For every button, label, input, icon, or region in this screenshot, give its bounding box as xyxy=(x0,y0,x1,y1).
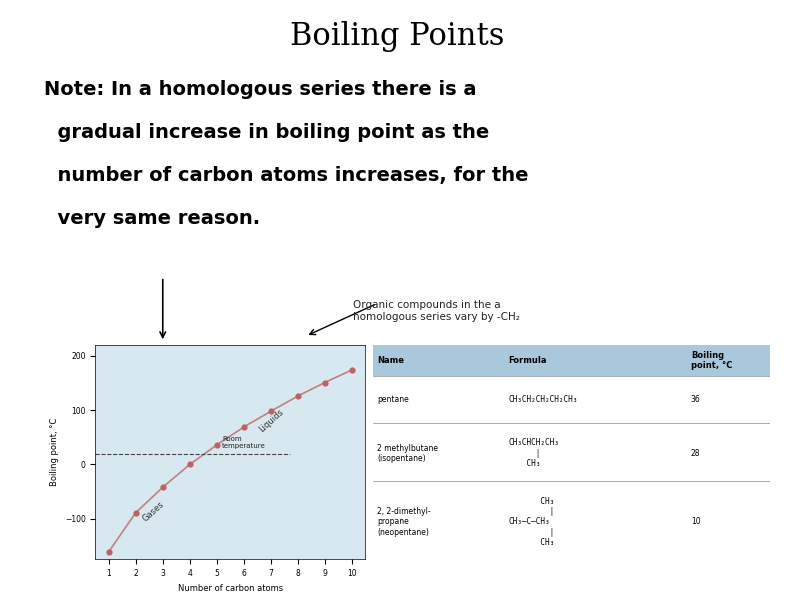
Point xyxy=(183,460,196,469)
Point xyxy=(210,440,223,450)
Point xyxy=(318,378,331,387)
Text: number of carbon atoms increases, for the: number of carbon atoms increases, for th… xyxy=(44,166,528,185)
Text: Room
temperature: Room temperature xyxy=(222,436,266,449)
Text: Organic compounds in the a
homologous series vary by -CH₂: Organic compounds in the a homologous se… xyxy=(353,300,520,322)
Text: pentane: pentane xyxy=(377,395,409,404)
Point xyxy=(291,392,304,401)
Text: Boiling
point, °C: Boiling point, °C xyxy=(691,351,732,370)
Text: Liquids: Liquids xyxy=(257,407,286,434)
Text: CH₃
         |
CH₃—C—CH₃
         |
       CH₃: CH₃ | CH₃—C—CH₃ | CH₃ xyxy=(508,496,554,547)
Text: CH₃CH₂CH₂CH₂CH₃: CH₃CH₂CH₂CH₂CH₃ xyxy=(508,395,577,404)
Text: Name: Name xyxy=(377,356,404,365)
Point xyxy=(102,547,115,556)
Text: 10: 10 xyxy=(691,517,700,527)
Text: very same reason.: very same reason. xyxy=(44,209,260,228)
Text: Gases: Gases xyxy=(141,500,166,524)
X-axis label: Number of carbon atoms: Number of carbon atoms xyxy=(178,584,283,593)
Point xyxy=(129,508,142,518)
Text: 36: 36 xyxy=(691,395,700,404)
Bar xyxy=(373,345,770,376)
Text: Formula: Formula xyxy=(508,356,546,365)
Point xyxy=(345,365,358,375)
Text: CH₃CHCH₂CH₃
      |
    CH₃: CH₃CHCH₂CH₃ | CH₃ xyxy=(508,439,559,468)
Text: Note: In a homologous series there is a: Note: In a homologous series there is a xyxy=(44,80,476,99)
Text: gradual increase in boiling point as the: gradual increase in boiling point as the xyxy=(44,123,489,142)
Text: 2 methylbutane
(isopentane): 2 methylbutane (isopentane) xyxy=(377,443,438,463)
Text: 2, 2-dimethyl-
propane
(neopentane): 2, 2-dimethyl- propane (neopentane) xyxy=(377,507,431,537)
Y-axis label: Boiling point, °C: Boiling point, °C xyxy=(50,418,59,486)
Text: Boiling Points: Boiling Points xyxy=(290,21,504,52)
Point xyxy=(156,483,169,492)
Text: 28: 28 xyxy=(691,449,700,458)
Point xyxy=(237,422,250,432)
Point xyxy=(264,406,277,416)
